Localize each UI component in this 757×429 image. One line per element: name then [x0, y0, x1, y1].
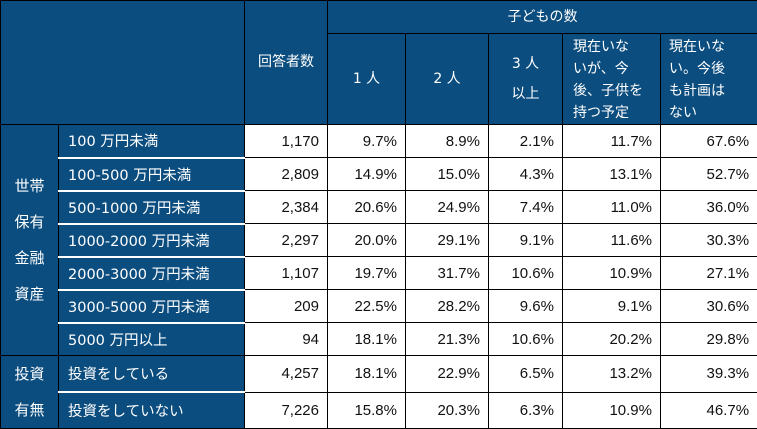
percent-cell: 20.6%: [328, 191, 406, 224]
row-label: 1000-2000 万円未満: [59, 224, 245, 257]
percent-cell: 4.3%: [489, 158, 563, 191]
row-label: 投資をしている: [59, 356, 245, 393]
percent-cell: 13.2%: [563, 356, 661, 393]
col-header-3-plus: 3 人 以上: [489, 34, 563, 125]
percent-cell: 22.5%: [328, 290, 406, 323]
children-count-header: 子どもの数: [328, 1, 757, 34]
percent-cell: 10.9%: [563, 257, 661, 290]
percent-cell: 39.3%: [661, 356, 757, 393]
respondents-cell: 94: [245, 323, 328, 356]
percent-cell: 27.1%: [661, 257, 757, 290]
row-label: 500-1000 万円未満: [59, 191, 245, 224]
percent-cell: 7.4%: [489, 191, 563, 224]
percent-cell: 36.0%: [661, 191, 757, 224]
row-label: 100 万円未満: [59, 125, 245, 158]
percent-cell: 20.0%: [328, 224, 406, 257]
percent-cell: 6.5%: [489, 356, 563, 393]
percent-cell: 67.6%: [661, 125, 757, 158]
percent-cell: 2.1%: [489, 125, 563, 158]
row-label: 5000 万円以上: [59, 323, 245, 356]
percent-cell: 9.7%: [328, 125, 406, 158]
respondents-cell: 2,809: [245, 158, 328, 191]
col-header-none-planned: 現在いな いが、今 後、子供を 持つ予定: [563, 34, 661, 125]
respondents-cell: 1,107: [245, 257, 328, 290]
col-header-2-children: 2 人: [406, 34, 489, 125]
respondents-cell: 2,384: [245, 191, 328, 224]
percent-cell: 28.2%: [406, 290, 489, 323]
percent-cell: 29.1%: [406, 224, 489, 257]
percent-cell: 9.1%: [489, 224, 563, 257]
percent-cell: 20.3%: [406, 392, 489, 429]
percent-cell: 15.8%: [328, 392, 406, 429]
respondents-cell: 7,226: [245, 392, 328, 429]
row-label: 投資をしていない: [59, 392, 245, 429]
percent-cell: 52.7%: [661, 158, 757, 191]
col-header-1-child: 1 人: [328, 34, 406, 125]
percent-cell: 30.6%: [661, 290, 757, 323]
percent-cell: 14.9%: [328, 158, 406, 191]
percent-cell: 21.3%: [406, 323, 489, 356]
group-label: 世帯 保有 金融 資産: [1, 125, 59, 356]
row-label: 100-500 万円未満: [59, 158, 245, 191]
percent-cell: 19.7%: [328, 257, 406, 290]
percent-cell: 20.2%: [563, 323, 661, 356]
percent-cell: 46.7%: [661, 392, 757, 429]
row-label: 2000-3000 万円未満: [59, 257, 245, 290]
percent-cell: 11.6%: [563, 224, 661, 257]
percent-cell: 30.3%: [661, 224, 757, 257]
percent-cell: 8.9%: [406, 125, 489, 158]
percent-cell: 10.6%: [489, 257, 563, 290]
percent-cell: 10.6%: [489, 323, 563, 356]
percent-cell: 11.7%: [563, 125, 661, 158]
percent-cell: 18.1%: [328, 356, 406, 393]
col-header-none-no-plan: 現在いな い。今後 も計画は ない: [661, 34, 757, 125]
respondents-cell: 4,257: [245, 356, 328, 393]
percent-cell: 29.8%: [661, 323, 757, 356]
percent-cell: 13.1%: [563, 158, 661, 191]
percent-cell: 6.3%: [489, 392, 563, 429]
percent-cell: 10.9%: [563, 392, 661, 429]
percent-cell: 9.6%: [489, 290, 563, 323]
corner-cell: [1, 1, 245, 125]
percent-cell: 22.9%: [406, 356, 489, 393]
respondents-header: 回答者数: [245, 1, 328, 125]
group-label: 投資 有無: [1, 356, 59, 429]
percent-cell: 15.0%: [406, 158, 489, 191]
percent-cell: 31.7%: [406, 257, 489, 290]
respondents-cell: 2,297: [245, 224, 328, 257]
percent-cell: 11.0%: [563, 191, 661, 224]
percent-cell: 9.1%: [563, 290, 661, 323]
respondents-cell: 1,170: [245, 125, 328, 158]
row-label: 3000-5000 万円未満: [59, 290, 245, 323]
percent-cell: 18.1%: [328, 323, 406, 356]
percent-cell: 24.9%: [406, 191, 489, 224]
respondents-cell: 209: [245, 290, 328, 323]
